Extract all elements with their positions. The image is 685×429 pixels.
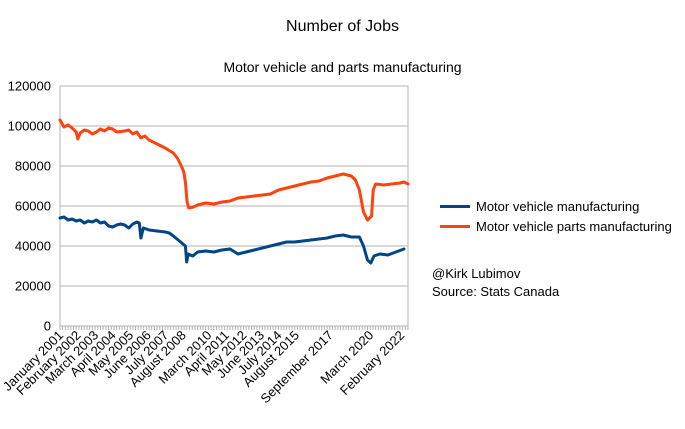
legend-swatch [440,204,470,208]
y-tick-label: 60000 [15,199,51,214]
chart-subtitle: Motor vehicle and parts manufacturing [223,59,462,75]
y-tick-label: 20000 [15,279,51,294]
y-tick-label: 0 [44,319,51,334]
legend-item-motor-vehicle: Motor vehicle manufacturing [440,196,672,216]
legend-label: Motor vehicle manufacturing [476,198,640,214]
y-tick-label: 100000 [8,119,51,134]
source-note: Source: Stats Canada [432,284,560,299]
y-tick-label: 40000 [15,239,51,254]
chart-title: Number of Jobs [286,18,399,35]
legend-swatch [440,224,470,228]
y-tick-label: 120000 [8,79,51,94]
chart-legend: Motor vehicle manufacturing Motor vehicl… [440,196,672,236]
legend-item-parts: Motor vehicle parts manufacturing [440,216,672,236]
author-note: @Kirk Lubimov [432,266,521,281]
series-line-motor-vehicle [58,215,406,265]
plot-frame [59,85,409,327]
y-tick-label: 80000 [15,159,51,174]
legend-label: Motor vehicle parts manufacturing [476,218,672,234]
series-line-parts [58,118,410,222]
